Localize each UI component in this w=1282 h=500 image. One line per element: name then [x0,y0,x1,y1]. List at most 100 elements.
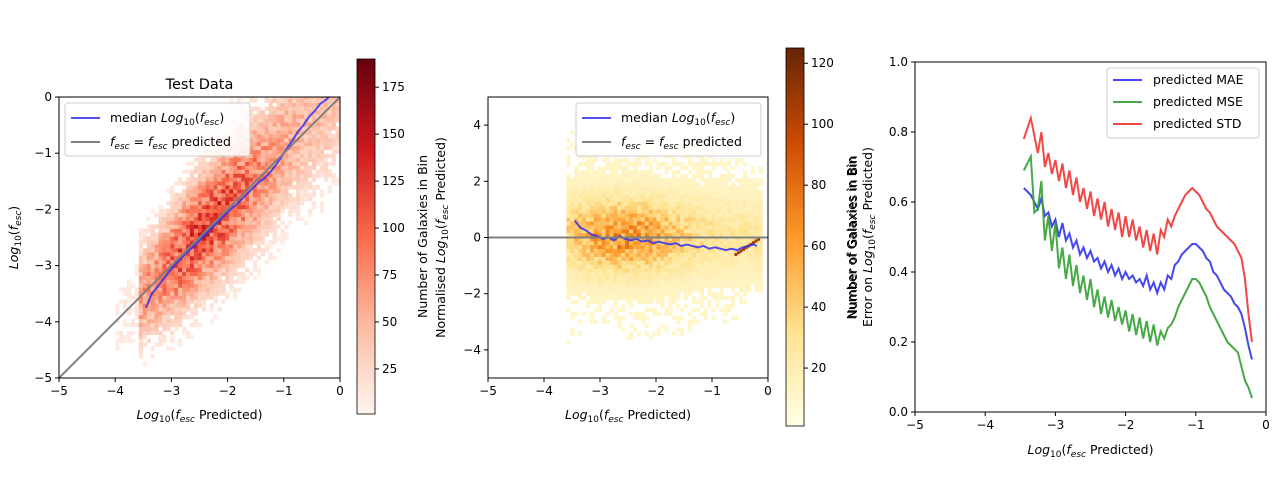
heatmap-cell [197,224,203,229]
heatmap-cell [582,252,587,257]
heatmap-cell [586,173,591,179]
heatmap-cell [672,189,677,194]
heatmap-cell [699,303,704,309]
heatmap-cell [668,240,673,246]
heatmap-cell [660,233,665,238]
heatmap-cell [754,233,759,238]
heatmap-cell [597,177,602,183]
heatmap-cell [656,276,661,281]
heatmap-cell [672,284,677,289]
heatmap-cell [229,287,234,292]
heatmap-cell [256,153,262,158]
heatmap-cell [636,189,642,194]
heatmap-cell [245,204,250,210]
heatmap-cell [625,272,630,277]
heatmap-cell [178,271,183,277]
heatmap-cell [684,181,689,187]
heatmap-cell [742,260,748,265]
heatmap-cell [304,98,309,103]
heatmap-cell [680,264,685,269]
heatmap-cell [738,221,744,226]
heatmap-cell [138,244,144,249]
heatmap-cell [660,236,665,242]
heatmap-cell [150,224,155,229]
heatmap-cell [264,185,269,190]
heatmap-cell [734,193,740,198]
heatmap-cell [746,221,751,226]
heatmap-cell [201,240,206,245]
heatmap-cell [241,157,246,162]
heatmap-cell [621,189,626,194]
heatmap-cell [586,303,591,309]
heatmap-cell [217,279,222,284]
heatmap-cell [186,275,191,280]
heatmap-cell [731,197,736,202]
heatmap-cell [209,283,214,288]
heatmap-cell [233,165,238,170]
heatmap-cell [264,189,269,194]
heatmap-cell [327,102,332,107]
heatmap-cell [570,189,575,194]
heatmap-cell [213,240,218,245]
heatmap-cell [272,130,277,135]
heatmap-cell [178,283,183,288]
heatmap-cell [727,284,732,289]
heatmap-cell [138,311,144,316]
heatmap-cell [150,330,155,336]
heatmap-cell [292,106,297,111]
heatmap-cell [636,173,642,179]
heatmap-cell [280,181,285,186]
heatmap-cell [703,177,708,183]
heatmap-cell [146,287,151,292]
heatmap-cell [209,157,214,162]
heatmap-cell [233,220,238,225]
heatmap-cell [260,208,265,214]
heatmap-cell [252,208,258,214]
heatmap-cell [142,240,147,245]
heatmap-cell [252,157,258,162]
heatmap-cell [260,161,265,166]
heatmap-cell [570,280,575,285]
heatmap-cell [197,256,203,261]
heatmap-cell [684,268,689,273]
heatmap-cell [261,91,265,95]
heatmap-cell [268,145,273,151]
heatmap-cell [213,228,218,233]
heatmap-cell [605,166,610,171]
heatmap-cell [241,220,246,225]
heatmap-cell [272,236,277,241]
heatmap-cell [593,280,599,285]
heatmap-cell [566,146,571,151]
heatmap-cell [625,288,630,293]
panel-1-y-ticks: −5−4−3−2−10 [34,90,59,385]
heatmap-cell [723,189,728,194]
heatmap-cell [707,229,712,234]
heatmap-cell [264,248,269,253]
heatmap-cell [750,280,755,285]
heatmap-cell [586,185,591,191]
heatmap-cell [656,189,661,194]
heatmap-cell [613,272,618,277]
heatmap-cell [570,185,575,191]
heatmap-cell [260,204,265,210]
heatmap-cell [593,295,599,301]
heatmap-cell [738,280,744,285]
heatmap-cell [327,98,332,103]
heatmap-cell [621,209,626,214]
heatmap-cell [123,303,128,308]
panel-2-y-axis-label: Normalised Log10(fesc Predicted) [433,137,451,338]
heatmap-cell [691,307,697,312]
heatmap-cell [189,169,195,174]
heatmap-cell [264,204,269,210]
heatmap-cell [566,307,571,312]
heatmap-cell [201,244,206,249]
heatmap-cell [703,260,708,265]
heatmap-cell [687,319,693,324]
heatmap-cell [268,228,273,233]
heatmap-cell [138,342,144,347]
heatmap-cell [323,134,328,139]
heatmap-cell [280,173,285,178]
heatmap-cell [668,217,673,222]
heatmap-cell [570,327,575,332]
heatmap-cell [300,102,305,107]
